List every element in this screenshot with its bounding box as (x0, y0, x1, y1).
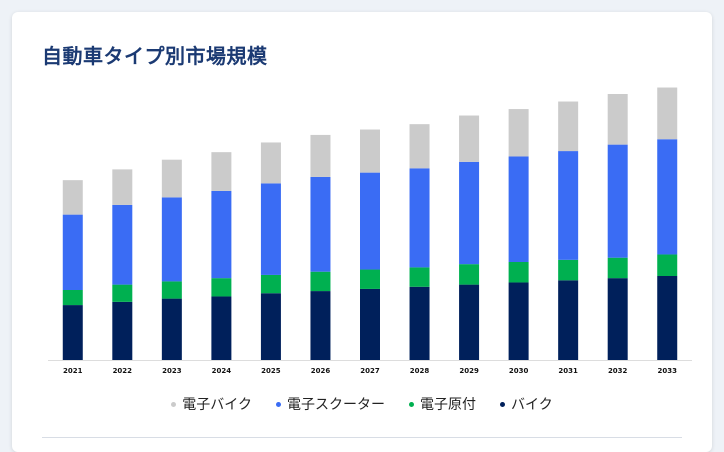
x-tick-label: 2032 (608, 367, 628, 375)
bar-segment-2027-1 (360, 288, 380, 360)
bar-segment-2028-3 (409, 168, 430, 268)
bar-segment-2033-4 (657, 87, 678, 140)
bar-segment-2031-2 (558, 259, 579, 281)
legend-label: バイク (511, 397, 553, 413)
x-tick-label: 2025 (261, 367, 281, 375)
legend-swatch (276, 401, 281, 407)
legend-label: 電子スクーター (287, 397, 385, 413)
legend-label: 電子原付 (420, 397, 476, 413)
bar-segment-2026-3 (310, 176, 331, 272)
bar-segment-2029-1 (459, 284, 480, 360)
bar-segment-2026-4 (310, 134, 331, 177)
bar-segment-2029-2 (459, 264, 480, 285)
x-tick-label: 2022 (113, 367, 133, 375)
divider (42, 437, 682, 438)
bar-segment-2029-4 (459, 115, 480, 162)
x-tick-label: 2021 (63, 367, 83, 375)
bar-segment-2025-3 (260, 183, 281, 275)
bar-segment-2026-1 (310, 291, 331, 360)
bar-segment-2030-1 (508, 282, 529, 360)
bar-segment-2030-2 (508, 262, 529, 283)
bar-segment-2023-2 (161, 281, 182, 299)
bar-segment-2021-1 (62, 305, 83, 360)
bar-segment-2026-2 (310, 271, 331, 292)
legend-swatch (409, 401, 414, 407)
x-tick-label: 2029 (459, 367, 479, 375)
bar-segment-2030-3 (508, 156, 529, 262)
bar-segment-2023-3 (161, 197, 182, 282)
x-tick-label: 2033 (657, 367, 677, 375)
bar-segment-2027-4 (360, 129, 380, 173)
bar-segment-2025-1 (260, 293, 281, 360)
bar-segment-2028-2 (409, 267, 430, 287)
bar-segment-2033-3 (657, 139, 678, 255)
legend-item: 電子スクーター (276, 394, 385, 414)
bar-segment-2031-3 (558, 151, 579, 260)
bar-segment-2032-3 (607, 144, 628, 258)
x-tick-label: 2023 (162, 367, 182, 375)
bar-segment-2024-1 (211, 296, 232, 360)
bar-segment-2021-2 (62, 290, 83, 306)
bar-segment-2031-4 (558, 101, 579, 152)
bar-segment-2028-4 (409, 124, 430, 169)
bar-segment-2029-3 (459, 161, 480, 265)
bar-segment-2031-1 (558, 280, 579, 360)
x-tick-label: 2028 (410, 367, 430, 375)
bar-segment-2024-3 (211, 190, 232, 279)
bar-segment-2021-4 (62, 180, 83, 215)
bar-segment-2022-2 (112, 284, 133, 302)
bar-segment-2022-3 (112, 204, 133, 285)
bar-segment-2027-2 (360, 269, 380, 289)
bar-segment-2023-4 (161, 159, 182, 198)
bar-segment-2021-3 (62, 214, 83, 290)
bar-segment-2023-1 (161, 298, 182, 360)
bar-segment-2025-4 (260, 142, 281, 184)
legend-item: バイク (500, 394, 553, 414)
legend-swatch (500, 401, 505, 407)
chart-title: 自動車タイプ別市場規模 (42, 44, 268, 68)
bar-segment-2027-3 (360, 172, 380, 270)
bar-segment-2024-4 (211, 152, 232, 191)
x-tick-label: 2027 (360, 367, 380, 375)
bar-segment-2032-2 (607, 257, 628, 279)
legend-label: 電子バイク (182, 397, 252, 413)
chart-legend: 電子バイク 電子スクーター 電子原付 バイク (12, 394, 712, 414)
x-tick-label: 2024 (212, 367, 232, 375)
x-tick-label: 2026 (311, 367, 331, 375)
x-tick-label: 2031 (558, 367, 578, 375)
legend-swatch (171, 401, 177, 407)
bar-segment-2032-4 (607, 94, 628, 145)
bar-segment-2024-2 (211, 278, 232, 297)
bar-segment-2025-2 (260, 274, 281, 294)
bar-segment-2033-1 (657, 276, 678, 360)
stacked-bar-chart: 2021 2022 2023 2024 2025 2026 2027 2028 2029 2030… (48, 87, 692, 375)
bar-segment-2022-4 (112, 169, 133, 205)
chart-card: 自動車タイプ別市場規模 2021 2022 2023 2024 2025 2026 2027… (12, 12, 712, 452)
legend-item: 電子バイク (171, 394, 252, 414)
x-tick-label: 2030 (509, 367, 529, 375)
bar-segment-2022-1 (112, 301, 133, 360)
legend-item: 電子原付 (409, 394, 476, 414)
bar-segment-2033-2 (657, 254, 678, 276)
bar-segment-2030-4 (508, 109, 529, 157)
bar-segment-2032-1 (607, 278, 628, 360)
bar-segment-2028-1 (409, 286, 430, 360)
